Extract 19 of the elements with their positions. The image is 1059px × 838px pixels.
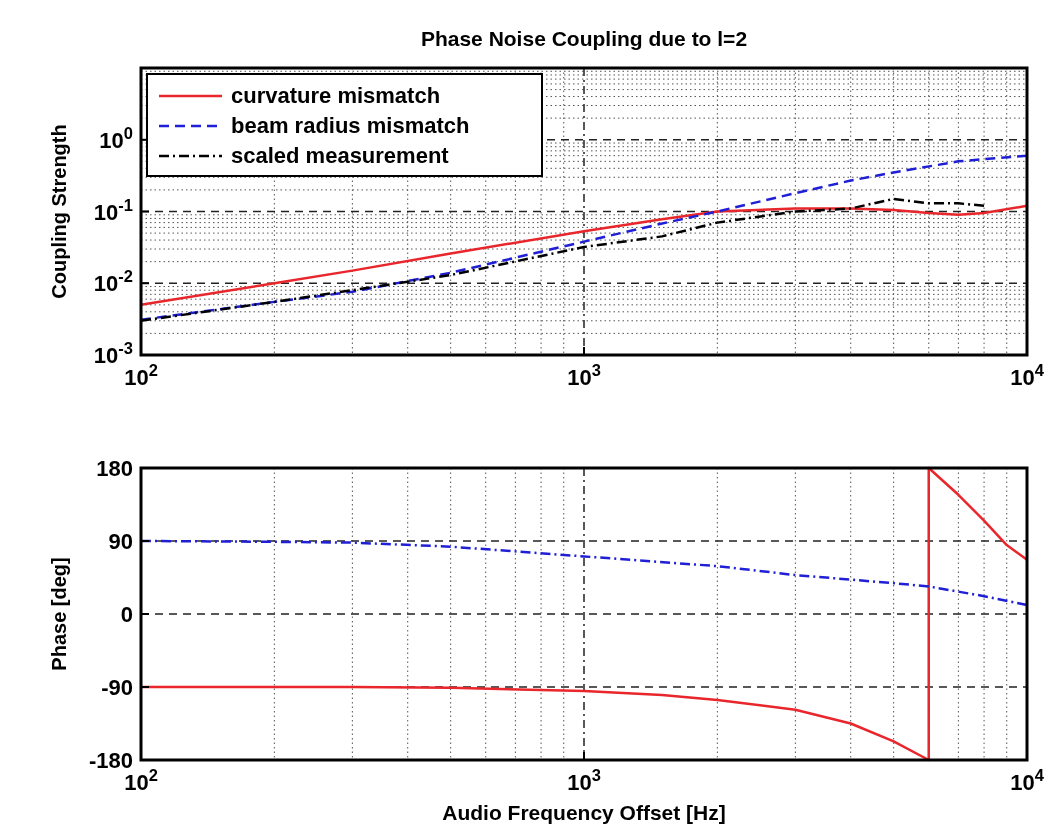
chart-title: Phase Noise Coupling due to l=2 xyxy=(420,27,748,50)
y-tick-label: -180 xyxy=(88,748,133,773)
x-tick-label: 10$^{4}$ xyxy=(1010,361,1045,390)
y-axis-title: Coupling Strength xyxy=(48,124,70,299)
x-axis-title: Audio Frequency Offset [Hz] xyxy=(442,801,726,824)
y-tick-label: 10$^{0}$ xyxy=(99,123,133,153)
y-tick-label: -90 xyxy=(101,675,133,700)
x-tick-label: 10$^{3}$ xyxy=(567,766,601,795)
y-tick-label: 180 xyxy=(96,456,133,481)
y-tick-label: 10$^{-1}$ xyxy=(93,195,133,225)
y-tick-label: 10$^{-2}$ xyxy=(93,267,133,297)
y-tick-label: 90 xyxy=(108,529,133,554)
y-axis-title: Phase [deg] xyxy=(48,557,70,671)
x-tick-label: 10$^{4}$ xyxy=(1010,766,1045,795)
legend-label: curvature mismatch xyxy=(231,83,441,108)
legend-label: scaled measurement xyxy=(231,143,450,168)
y-tick-label: 0 xyxy=(120,602,133,627)
legend-label: beam radius mismatch xyxy=(231,113,470,138)
x-tick-label: 10$^{3}$ xyxy=(567,361,601,390)
